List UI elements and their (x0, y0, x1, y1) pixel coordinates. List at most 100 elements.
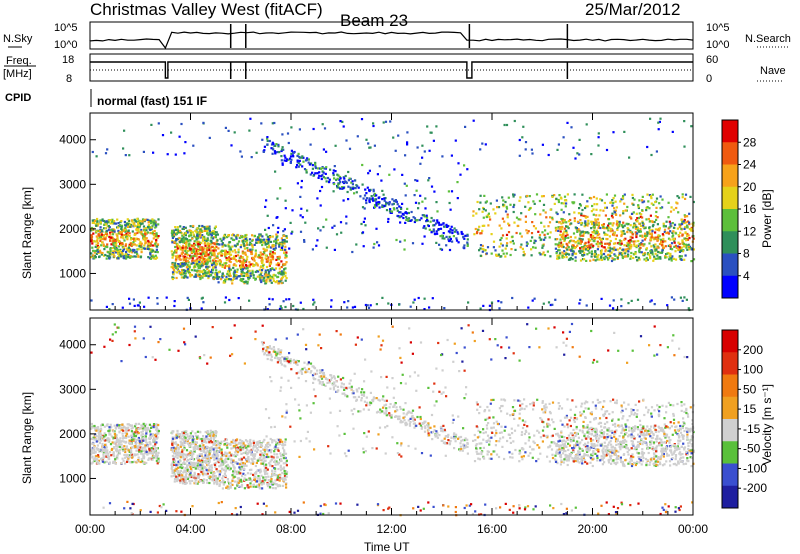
range-cell (515, 216, 519, 219)
range-cell (141, 233, 144, 236)
range-cell (373, 199, 376, 202)
range-cell (183, 269, 187, 273)
range-cell (277, 226, 280, 229)
range-cell (558, 194, 561, 197)
range-cell (147, 221, 150, 224)
range-cell (257, 238, 260, 241)
range-cell (135, 228, 138, 231)
range-cell (108, 219, 111, 222)
range-cell (348, 177, 351, 180)
range-cell (544, 211, 547, 214)
range-cell (279, 280, 282, 283)
range-cell (171, 276, 174, 279)
range-cell (204, 269, 207, 273)
range-cell (340, 186, 344, 189)
range-cell (275, 258, 278, 261)
range-cell (404, 194, 407, 197)
range-cell (547, 153, 550, 157)
range-cell (107, 452, 110, 455)
range-cell (269, 236, 272, 239)
range-cell (91, 437, 94, 441)
range-cell (154, 242, 157, 245)
range-cell (366, 186, 369, 189)
range-cell (450, 225, 453, 228)
range-cell (95, 252, 98, 255)
range-cell (312, 303, 315, 306)
range-cell (248, 265, 251, 268)
range-cell (466, 241, 469, 244)
range-cell (261, 243, 264, 247)
range-cell (216, 277, 219, 280)
range-cell (217, 247, 220, 250)
range-cell (94, 433, 97, 436)
range-cell (184, 462, 187, 465)
range-cell (298, 159, 301, 162)
range-cell (182, 239, 185, 242)
range-cell (225, 253, 228, 256)
range-cell (361, 163, 364, 167)
range-cell (121, 432, 124, 435)
range-cell (549, 231, 552, 234)
range-cell (99, 219, 102, 222)
range-cell (147, 224, 150, 227)
range-cell (98, 429, 101, 432)
range-cell (147, 296, 150, 299)
range-cell (143, 235, 146, 238)
range-cell (615, 213, 618, 216)
range-cell (198, 264, 201, 268)
range-cell (600, 238, 603, 242)
range-cell (625, 250, 628, 253)
range-cell (562, 237, 565, 240)
range-cell (305, 171, 308, 174)
range-cell (267, 276, 270, 279)
range-cell (542, 302, 545, 305)
range-cell (574, 241, 578, 244)
range-cell (628, 244, 631, 247)
range-cell (463, 164, 466, 167)
range-cell (177, 263, 180, 266)
range-cell (272, 258, 275, 261)
range-cell (392, 207, 395, 210)
range-cell (171, 277, 174, 281)
range-cell (632, 203, 635, 206)
range-cell (644, 232, 647, 235)
range-cell (141, 443, 144, 446)
range-cell (130, 453, 134, 456)
range-cell (209, 456, 212, 460)
range-cell (629, 247, 632, 250)
range-cell (667, 252, 670, 255)
range-cell (481, 229, 484, 232)
range-cell (555, 211, 558, 214)
range-cell (654, 252, 657, 255)
range-cell (253, 243, 256, 246)
range-cell (525, 229, 528, 232)
range-cell (199, 277, 202, 281)
range-cell (198, 273, 201, 276)
range-cell (560, 197, 563, 200)
range-cell (530, 148, 533, 151)
range-cell (98, 441, 101, 445)
range-cell (333, 224, 336, 227)
range-cell (690, 125, 693, 128)
range-cell (240, 244, 243, 247)
range-cell (98, 236, 101, 239)
range-cell (593, 222, 596, 225)
range-cell (252, 274, 255, 277)
range-cell (112, 430, 115, 433)
range-cell (129, 440, 132, 443)
range-cell (120, 226, 123, 229)
range-cell (675, 246, 678, 250)
range-cell (190, 251, 194, 254)
range-cell (179, 469, 183, 472)
range-cell (504, 247, 507, 250)
range-cell (119, 440, 122, 443)
range-cell (622, 210, 625, 213)
range-cell (142, 461, 145, 465)
range-cell (618, 222, 621, 225)
range-cell (657, 250, 660, 254)
range-cell (624, 248, 627, 251)
range-cell (495, 253, 498, 256)
range-cell (115, 436, 118, 439)
range-cell (560, 208, 563, 211)
range-cell (152, 423, 156, 426)
